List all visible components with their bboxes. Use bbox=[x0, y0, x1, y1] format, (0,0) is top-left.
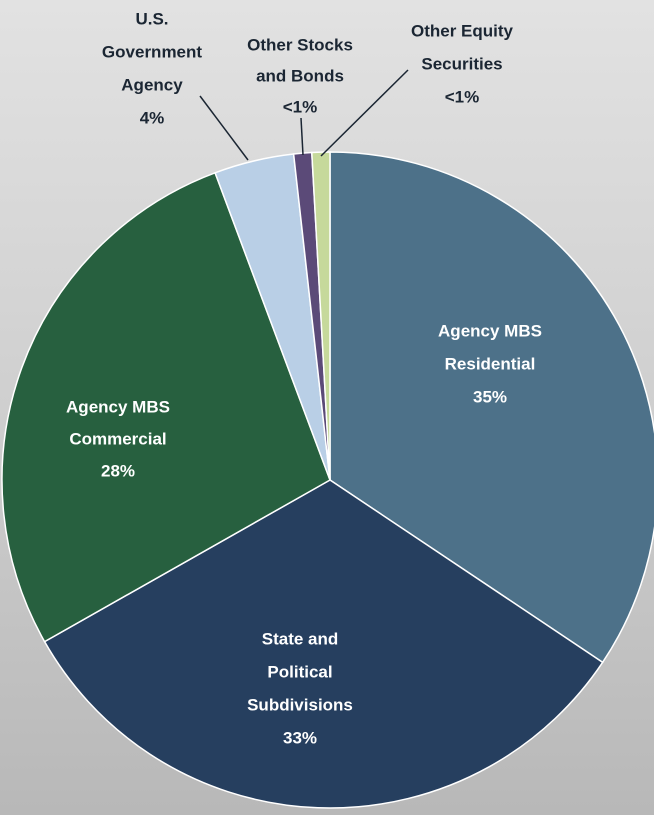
pie-slice bbox=[329, 151, 654, 664]
leader-line bbox=[199, 95, 249, 161]
value-label: 35% bbox=[473, 387, 507, 406]
slice-label: Other Stocks bbox=[247, 35, 353, 54]
slice-label: Government bbox=[102, 42, 202, 61]
pie-slice bbox=[310, 151, 331, 481]
leader-line bbox=[300, 117, 304, 156]
slice-label: Subdivisions bbox=[247, 695, 353, 714]
leader-line bbox=[320, 69, 409, 157]
slice-label: Residential bbox=[445, 354, 536, 373]
value-label: 4% bbox=[140, 108, 165, 127]
pie-slice bbox=[43, 479, 604, 809]
pie-slice bbox=[1, 171, 331, 643]
value-label: <1% bbox=[283, 97, 318, 116]
slice-label: Political bbox=[267, 662, 332, 681]
value-label: 33% bbox=[283, 728, 317, 747]
value-label: 28% bbox=[101, 461, 135, 480]
slice-label: U.S. bbox=[135, 9, 168, 28]
slice-label: Securities bbox=[421, 54, 502, 73]
slice-label: Other Equity bbox=[411, 21, 514, 40]
slice-label: Agency MBS bbox=[66, 397, 170, 416]
slice-label: State and bbox=[262, 629, 339, 648]
slice-label: and Bonds bbox=[256, 66, 344, 85]
value-label: <1% bbox=[445, 87, 480, 106]
slice-label: Agency MBS bbox=[438, 321, 542, 340]
slice-label: Commercial bbox=[69, 429, 166, 448]
slice-label: Agency bbox=[121, 75, 183, 94]
